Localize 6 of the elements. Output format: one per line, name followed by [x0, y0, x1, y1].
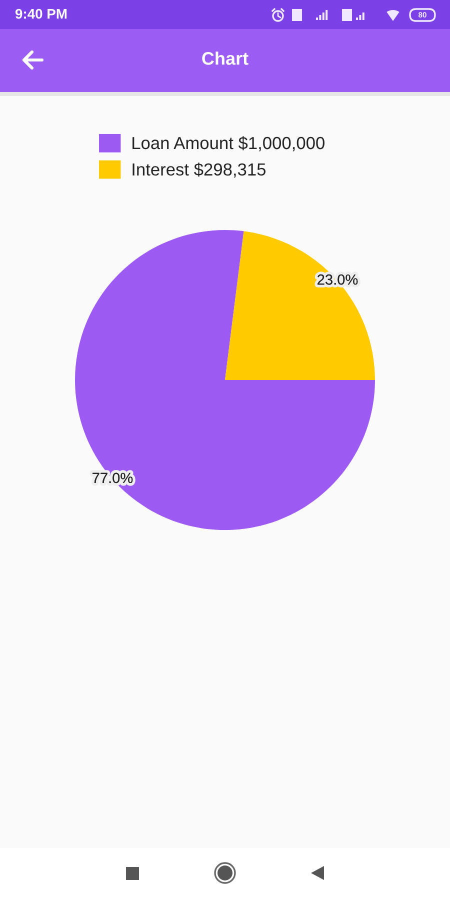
legend-label: Interest $298,315 [132, 162, 266, 178]
pie-slice [225, 231, 375, 380]
text: 9:40 PM [15, 8, 67, 19]
legend-label: Loan Amount $1,000,000 [132, 136, 324, 152]
pie-slice [75, 230, 375, 530]
chart-title: Chart [202, 52, 248, 65]
